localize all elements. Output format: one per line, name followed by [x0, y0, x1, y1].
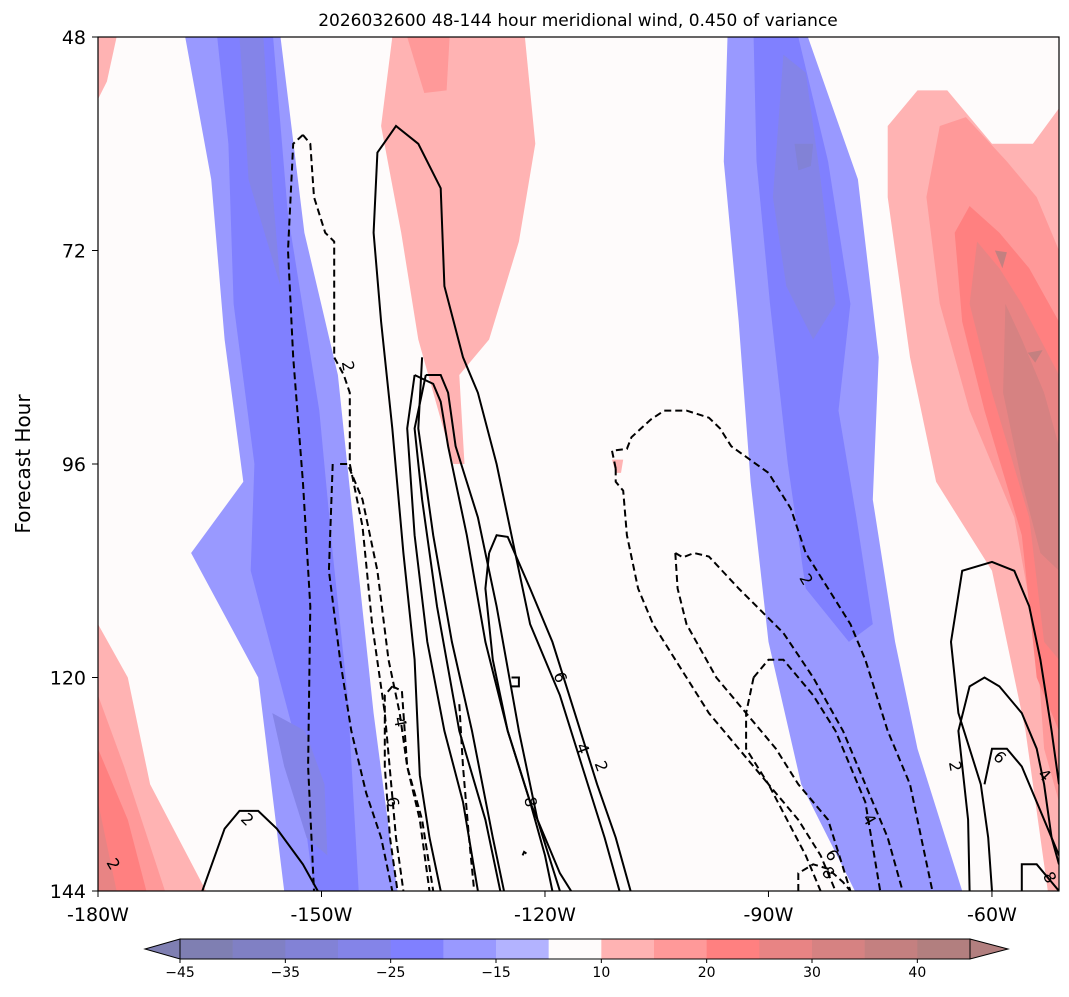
- colorbar-tick-label-1: −35: [271, 965, 301, 981]
- contour-line-25: [488, 534, 632, 891]
- x-tick-label-1: -150W: [291, 904, 353, 926]
- filled-region-2: [239, 37, 281, 287]
- filled-region-6: [772, 54, 836, 340]
- contour-line-5: [383, 685, 399, 891]
- colorbar-swatch-9: [654, 939, 708, 959]
- filled-contour-layer: [98, 37, 1059, 891]
- contour-label-11: 2: [945, 760, 965, 773]
- filled-region-9: [407, 37, 450, 93]
- filled-region-13: [98, 748, 147, 891]
- colorbar-frame: [179, 938, 971, 960]
- contour-line-2: [340, 463, 435, 891]
- colorbar-swatch-6: [496, 939, 550, 959]
- contour-line-29: [1020, 863, 1059, 891]
- colorbar-swatch-4: [390, 939, 444, 959]
- contour-line-20: [413, 374, 502, 891]
- contour-line-0: [302, 134, 405, 891]
- colorbar-tick-label-6: 30: [803, 965, 821, 981]
- colorbar-tick-label-0: −45: [165, 965, 195, 981]
- contour-line-27: [511, 676, 520, 688]
- contour-line-6: [458, 704, 476, 891]
- contour-line-18: [372, 124, 621, 891]
- filled-region-8: [381, 37, 536, 464]
- contour-line-8: [610, 409, 934, 891]
- contour-line-9: [674, 551, 904, 891]
- colorbar-swatch-11: [759, 939, 813, 959]
- colorbar-extend-low: [143, 938, 181, 960]
- filled-region-18: [969, 241, 1059, 660]
- x-tick-label-3: -90W: [744, 904, 794, 926]
- y-tick-label-2: 96: [62, 454, 86, 476]
- contour-line-7: [614, 468, 822, 891]
- filled-region-14: [98, 802, 117, 891]
- colorbar: −45 −35 −25 −15 10 20 30 40: [143, 938, 1010, 981]
- y-tick-label-3: 120: [50, 668, 86, 690]
- colorbar-swatch-7: [548, 939, 602, 959]
- filled-region-10: [98, 37, 117, 100]
- filled-region-19: [1003, 303, 1059, 571]
- chart-title: 2026032600 48-144 hour meridional wind, …: [318, 11, 838, 31]
- contour-line-3: [327, 463, 394, 891]
- filled-region-21: [1027, 350, 1043, 363]
- colorbar-tick-label-3: −15: [481, 965, 511, 981]
- contour-line-4: [391, 685, 431, 891]
- contour-line-15: [414, 374, 572, 891]
- contour-line-17: [949, 560, 1059, 891]
- colorbar-swatch-8: [601, 939, 655, 959]
- filled-region-1: [217, 37, 359, 891]
- contour-line-28: [521, 850, 527, 856]
- colorbar-swatch-13: [864, 939, 918, 959]
- colorbar-tick-label-5: 20: [698, 965, 716, 981]
- contour-line-19: [418, 775, 442, 891]
- contour-line-1: [286, 134, 315, 891]
- filled-region-7: [794, 143, 814, 171]
- y-axis-label: Forecast Hour: [11, 394, 35, 534]
- contour-line-22: [957, 676, 1059, 891]
- colorbar-swatch-14: [917, 939, 971, 959]
- contour-label-2: 6: [383, 795, 403, 808]
- contour-line-14: [201, 809, 319, 891]
- contour-line-16: [406, 374, 479, 891]
- colorbar-swatch-5: [443, 939, 497, 959]
- x-axis: -180W -150W -120W -90W -60W: [67, 891, 1017, 926]
- contour-line-13: [797, 863, 852, 891]
- colorbar-swatch-0: [180, 939, 234, 959]
- contour-label-1: 4: [390, 715, 410, 728]
- contour-label-0: 2: [338, 359, 358, 372]
- filled-region-3: [272, 713, 328, 856]
- colorbar-swatch-1: [232, 939, 286, 959]
- y-tick-label-1: 72: [62, 241, 86, 263]
- contour-line-23: [417, 357, 505, 891]
- filled-region-20: [994, 250, 1007, 269]
- contour-line-24: [484, 552, 554, 891]
- y-tick-label-4: 144: [50, 881, 86, 903]
- colorbar-tick-label-7: 40: [908, 965, 926, 981]
- y-tick-label-0: 48: [62, 27, 86, 49]
- x-tick-label-0: -180W: [67, 904, 129, 926]
- line-contour-layer: [201, 124, 1059, 891]
- colorbar-extend-high: [969, 938, 1010, 960]
- contour-label-3: 8: [520, 795, 540, 808]
- colorbar-swatch-10: [706, 939, 760, 959]
- colorbar-swatch-2: [285, 939, 339, 959]
- colorbar-swatch-3: [338, 939, 392, 959]
- colorbar-tick-label-4: 10: [592, 965, 610, 981]
- y-axis: 48 72 96 120 144: [50, 27, 98, 903]
- x-tick-label-4: -60W: [967, 904, 1017, 926]
- contour-line-26: [983, 747, 1059, 865]
- x-tick-label-2: -120W: [514, 904, 576, 926]
- contour-line-11: [752, 658, 882, 891]
- contour-line-21: [425, 374, 561, 891]
- contour-line-12: [745, 677, 837, 891]
- colorbar-swatch-12: [812, 939, 866, 959]
- colorbar-tick-label-2: −25: [376, 965, 406, 981]
